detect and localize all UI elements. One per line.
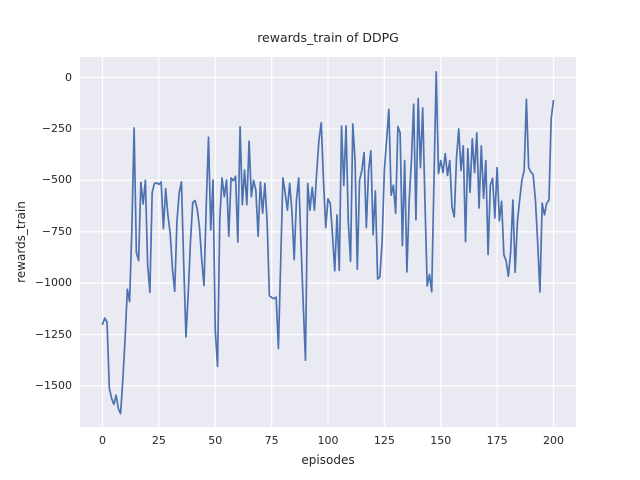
x-tick-label: 175: [486, 434, 508, 447]
y-tick-label: −1500: [34, 378, 72, 392]
y-tick-label: −1000: [34, 276, 72, 290]
y-tick-label: −1250: [34, 327, 72, 341]
series-rewards_train: [101, 70, 555, 415]
x-tick-label: 50: [208, 434, 223, 447]
y-tick-label: −250: [41, 121, 72, 135]
x-axis-label: episodes: [301, 453, 355, 467]
gridlines: [80, 57, 576, 427]
line-chart: [80, 57, 576, 427]
x-tick-label: 0: [99, 434, 107, 447]
x-tick-label: 150: [430, 434, 452, 447]
x-tick-label: 125: [373, 434, 395, 447]
y-tick-label: −750: [41, 224, 72, 238]
x-tick-label: 200: [542, 434, 564, 447]
y-tick-label: 0: [65, 70, 72, 84]
y-axis-label: rewards_train: [14, 201, 28, 283]
x-tick-label: 75: [264, 434, 279, 447]
x-tick-label: 100: [317, 434, 339, 447]
chart-title: rewards_train of DDPG: [257, 30, 399, 45]
y-tick-label: −500: [41, 173, 72, 187]
plot-area: [80, 57, 576, 427]
x-tick-label: 25: [151, 434, 166, 447]
